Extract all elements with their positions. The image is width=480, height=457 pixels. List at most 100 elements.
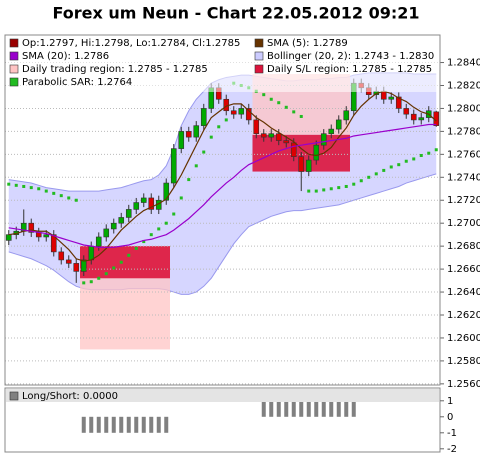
sar-dot (119, 260, 123, 264)
sar-dot (367, 175, 371, 179)
sar-dot (44, 189, 48, 193)
candle-body (298, 156, 305, 172)
candle-body (163, 182, 170, 201)
indicator-bar (314, 400, 319, 417)
candle-body (118, 217, 125, 224)
candle-body (185, 131, 192, 138)
candle-body (110, 222, 117, 230)
sar-dot (434, 148, 438, 152)
legend-label: SMA (5): 1.2789 (267, 38, 348, 49)
y-tick-label: 0 (447, 412, 453, 423)
main-layer: 1.2560 1.2580 1.2600 1.2620 1.2640 1.2660 1.26… (5, 36, 480, 390)
indicator-bar (291, 400, 296, 417)
sar-dot (299, 114, 303, 118)
sar-dot (194, 164, 198, 168)
candle-body (275, 133, 282, 141)
sar-dot (37, 187, 41, 191)
legend-label: SMA (20): 1.2786 (22, 51, 109, 62)
candle-body (50, 234, 57, 253)
sar-dot (149, 233, 153, 237)
y-tick-label: 1.2560 (447, 379, 480, 390)
candle-body (238, 108, 245, 115)
sar-dot (262, 93, 266, 97)
y-tick-label: 1.2640 (447, 287, 480, 298)
candle-body (43, 234, 50, 238)
sma-line (8, 123, 437, 248)
candle-body (380, 90, 387, 100)
sar-dot (352, 182, 356, 186)
y-tick-label: 1.2740 (447, 172, 480, 183)
legend-label: Daily trading region: 1.2785 - 1.2785 (22, 64, 208, 75)
sar-dot (359, 179, 363, 183)
candle-body (245, 108, 252, 121)
y-tick-label: 1.2600 (447, 333, 480, 344)
sar-dot (307, 189, 311, 193)
candle-body (388, 96, 395, 100)
indicator-bar (156, 416, 161, 433)
candle-body (313, 144, 320, 161)
candle-body (178, 131, 185, 149)
candle-body (403, 108, 410, 115)
sar-dot (337, 186, 341, 190)
sar-dot (269, 97, 273, 101)
indicator-bar (321, 400, 326, 417)
indicator-bar (351, 400, 356, 417)
candle-body (80, 259, 87, 272)
sar-dot (202, 150, 206, 154)
candle-body (200, 108, 207, 126)
candle-body (230, 110, 237, 115)
sar-dot (382, 168, 386, 172)
indicator-bar (89, 416, 94, 433)
candle-body (290, 142, 297, 157)
legend-label: Op:1.2797, Hi:1.2798, Lo:1.2784, Cl:1.27… (22, 38, 240, 49)
sar-dot (164, 221, 168, 225)
sar-dot (427, 151, 431, 155)
sar-dot (292, 110, 296, 114)
legend-label: Long/Short: 0.0000 (22, 391, 118, 402)
indicator-bar (261, 400, 266, 417)
sar-dot (322, 188, 326, 192)
candle-body (193, 125, 200, 138)
candle-body (103, 228, 110, 238)
indicator-bar (306, 400, 311, 417)
candle-body (418, 117, 425, 121)
y-tick-label: 1.2580 (447, 356, 480, 367)
indicator-bar (134, 416, 139, 433)
legend-key (9, 391, 19, 401)
candle-body (328, 128, 335, 134)
legend-key (254, 51, 264, 61)
sar-dot (209, 135, 213, 139)
indicator-bar (111, 416, 116, 433)
candle-body (395, 96, 402, 109)
indicator-bar (336, 400, 341, 417)
legend-key (9, 38, 19, 48)
sar-dot (344, 184, 348, 188)
sar-dot (127, 253, 131, 257)
sar-dot (22, 184, 26, 188)
candle-body (140, 197, 147, 203)
indicator-bar (164, 416, 169, 433)
indicator-bar (81, 416, 86, 433)
y-tick-label: -1 (447, 428, 457, 439)
sar-dot (179, 196, 183, 200)
candle-body (88, 245, 95, 261)
sar-dot (97, 276, 101, 280)
legend-key (9, 51, 19, 61)
sar-dot (104, 272, 108, 276)
indicator-bar (284, 400, 289, 417)
indicator-bar (299, 400, 304, 417)
sar-dot (82, 281, 86, 285)
sar-dot (404, 159, 408, 163)
indicator-bar (276, 400, 281, 417)
sar-dot (29, 186, 33, 190)
y-tick-label: 1.2620 (447, 310, 480, 321)
region (80, 246, 170, 279)
y-tick-label: 1.2780 (447, 126, 480, 137)
legend-box (6, 389, 439, 402)
sar-dot (217, 125, 221, 129)
sar-dot (134, 246, 138, 250)
sar-dot (14, 183, 18, 187)
y-tick-label: 1 (447, 396, 453, 407)
candle-body (65, 259, 72, 264)
chart-title: Forex um Neun - Chart 22.05.2012 09:21 (52, 4, 419, 23)
